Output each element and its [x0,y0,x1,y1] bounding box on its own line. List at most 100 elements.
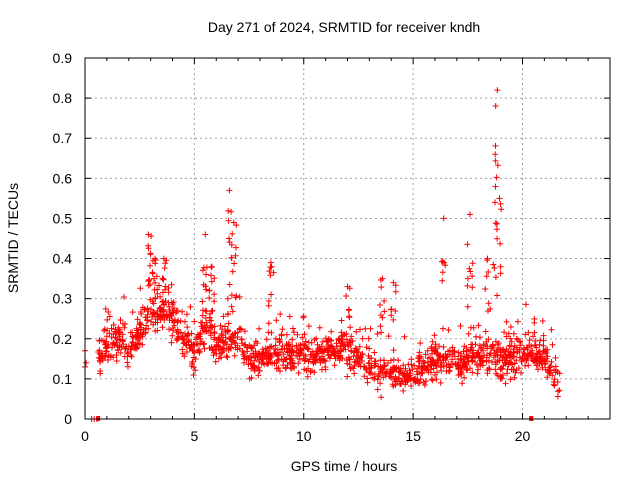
data-point [252,353,259,360]
data-point [311,369,318,376]
data-point [270,269,277,276]
data-point [374,330,381,337]
data-point [161,265,168,272]
data-point [302,344,309,350]
data-point [241,342,248,349]
data-point [476,354,483,361]
data-point [237,325,244,332]
data-point [169,332,176,339]
data-point [116,343,123,350]
data-point [458,369,465,376]
data-point [211,291,218,298]
data-point [493,174,500,181]
data-point [133,325,140,332]
data-point [482,286,489,292]
data-point [351,363,358,369]
data-point [492,183,499,190]
data-point [303,367,310,374]
data-point [228,292,235,299]
data-point [434,357,441,364]
data-point [289,343,296,350]
data-point [347,324,354,331]
data-point [540,332,547,339]
data-point [437,362,444,368]
data-point [137,333,144,340]
data-point [185,339,192,346]
data-point [450,349,457,355]
data-point [316,324,323,331]
data-point [508,338,515,345]
data-point [540,342,547,349]
data-point [490,261,497,268]
data-point [484,343,491,350]
data-point [365,335,372,342]
data-point [147,250,154,257]
data-point [375,363,382,370]
data-point [531,315,538,322]
data-point [521,355,528,362]
data-point [463,347,470,354]
data-point [495,340,502,346]
data-point [542,346,549,353]
data-point [316,345,323,352]
data-point [360,363,367,370]
data-points [82,87,563,422]
data-point [110,321,117,328]
data-point [459,380,466,387]
data-point [119,337,126,344]
data-point [241,328,248,335]
data-point [183,349,190,355]
data-point [513,357,520,364]
data-point [535,366,541,373]
data-point [537,337,544,344]
data-point [494,292,501,299]
data-point [467,211,473,218]
data-point [420,379,427,386]
data-point [296,356,303,363]
data-point [206,295,213,301]
data-point [208,264,215,271]
data-point [179,336,186,343]
data-point [315,348,322,355]
data-point [438,367,445,374]
data-point [494,344,501,351]
data-point [156,282,163,289]
data-point [492,220,499,227]
data-point [170,327,177,334]
data-point [378,394,385,401]
data-point [536,355,543,362]
data-point [352,358,359,365]
data-point [504,354,510,361]
data-point [459,362,466,369]
data-point [328,352,334,359]
data-point [122,345,129,352]
data-point [417,376,424,383]
data-point [242,341,249,348]
data-point [507,376,514,383]
data-point [494,87,501,94]
data-point [173,337,180,344]
data-point [451,348,458,355]
data-point [485,269,492,275]
data-point [228,241,235,248]
data-point [285,342,291,349]
data-point [129,309,136,316]
data-point [363,344,370,351]
data-point [211,323,218,330]
data-point [188,341,195,348]
data-point [83,359,90,366]
data-point [469,284,476,291]
data-point [256,325,263,332]
data-point [346,361,353,368]
data-point [485,300,492,307]
data-point [439,269,446,276]
data-point [129,333,136,340]
data-point [115,326,122,333]
data-point [310,354,317,361]
data-point [366,345,373,352]
data-point [503,346,510,353]
data-point [248,365,255,372]
data-point [153,273,160,280]
data-point [184,324,191,331]
data-point [199,325,206,332]
